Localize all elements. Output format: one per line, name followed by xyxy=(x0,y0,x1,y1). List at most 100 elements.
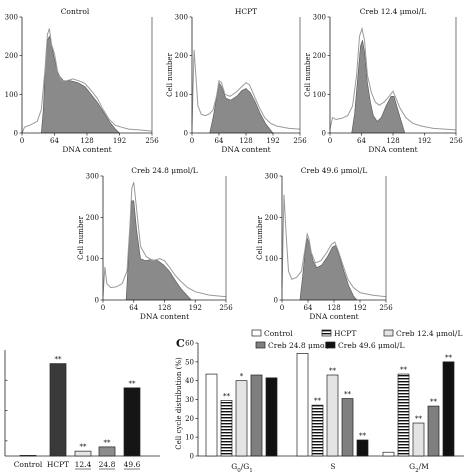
legend-swatch-2 xyxy=(321,329,332,337)
legend-label: Creb 24.8 μmol/L xyxy=(268,341,334,350)
panel-c-y-tick-label: 20 xyxy=(185,415,194,423)
panel-c-bar xyxy=(265,377,278,457)
histogram-y-label: Cell number xyxy=(256,215,264,259)
histogram-y-tick-label: 300 xyxy=(265,173,278,181)
histogram-x-tick-label: 64 xyxy=(50,137,59,145)
panel-b-bar-24-8 xyxy=(98,446,116,457)
histogram-y-tick-label: 200 xyxy=(265,214,278,222)
panel-c-group-label: S xyxy=(330,462,335,471)
histogram-panel-3: 0 64 128 192 256 0 100 200 300 Creb 12.4 μmol/L DN… xyxy=(304,7,463,154)
histogram-x-tick-label: 64 xyxy=(215,137,224,145)
panel-b-bar-12-4 xyxy=(74,450,92,457)
histogram-outline-4 xyxy=(102,182,227,298)
histogram-y-tick-label: 300 xyxy=(5,14,18,22)
histogram-x-tick-label: 192 xyxy=(266,137,279,145)
histogram-x-label: DNA content xyxy=(368,145,417,154)
panel-c-bar-annotation: ** xyxy=(223,392,231,400)
histogram-y-tick-label: 0 xyxy=(14,130,18,138)
histogram-panel-4: 0 64 128 192 256 0 100 200 300 Creb 24.8 μmol/L DN… xyxy=(77,166,233,321)
panel-c-bar-annotation: ** xyxy=(400,366,408,374)
histogram-x-tick-label: 64 xyxy=(357,137,366,145)
histogram-outline-3 xyxy=(329,26,457,131)
histogram-x-tick-label: 0 xyxy=(328,137,332,145)
histogram-fill-3 xyxy=(351,40,406,134)
panel-c-bar xyxy=(356,439,369,457)
panel-b-bar-annotation: ** xyxy=(55,356,63,364)
histogram-y-tick-label: 300 xyxy=(86,173,99,181)
histogram-y-tick-label: 200 xyxy=(86,214,99,222)
panel-c-bar-annotation: ** xyxy=(445,354,453,362)
histogram-x-tick-label: 256 xyxy=(145,137,159,145)
histogram-x-tick-label: 0 xyxy=(280,304,284,312)
histogram-x-label: DNA content xyxy=(221,145,270,154)
histogram-fill-4 xyxy=(125,200,192,301)
histogram-x-tick-label: 256 xyxy=(293,137,307,145)
panel-c-bar xyxy=(341,398,354,457)
panel-c-bar xyxy=(250,374,263,457)
legend-label: Control xyxy=(264,329,293,338)
histogram-panel-1: 0 64 128 192 256 0 100 200 300 Control DNA content xyxy=(5,7,160,154)
histogram-x-tick-label: 0 xyxy=(101,304,105,312)
panel-b-bar-annotation: ** xyxy=(80,443,88,451)
histogram-fill-1 xyxy=(41,35,121,134)
histogram-panel-2: 0 64 128 192 256 0 100 200 300 HCPT DNA content Cel… xyxy=(166,7,307,154)
histogram-x-tick-label: 128 xyxy=(158,304,171,312)
panel-b-category-label: Control xyxy=(14,460,43,469)
histogram-y-tick-label: 100 xyxy=(175,91,188,99)
panel-c-y-tick-label: 0 xyxy=(190,453,194,461)
histogram-x-tick-label: 64 xyxy=(304,304,313,312)
histogram-x-tick-label: 0 xyxy=(190,137,194,145)
panel-c-bar xyxy=(311,404,324,457)
histogram-title: HCPT xyxy=(235,7,257,16)
panel-b-bar-chart: Control ** HCPT ** 12.4 ** 24.8 ** 49.6 xyxy=(4,350,160,470)
histogram-x-tick-label: 192 xyxy=(113,137,126,145)
histogram-y-label: Cell number xyxy=(166,52,174,96)
histogram-panel-5: 0 64 128 192 256 0 100 200 300 Creb 49.6 μmol/L DN… xyxy=(256,166,393,321)
histogram-outline-1 xyxy=(21,28,153,134)
legend-label: Creb 49.6 μmol/L xyxy=(338,341,404,350)
histogram-y-tick-label: 100 xyxy=(86,255,99,263)
histogram-y-tick-label: 0 xyxy=(184,130,188,138)
panel-c-y-tick-label: 10 xyxy=(185,434,194,442)
legend-label: HCPT xyxy=(334,329,356,338)
panel-c-bar xyxy=(326,374,339,457)
legend-label: Creb 12.4 μmol/L xyxy=(396,329,462,338)
histogram-title: Creb 24.8 μmol/L xyxy=(131,166,197,175)
panel-c-bar-annotation: ** xyxy=(329,367,337,375)
histogram-x-tick-label: 0 xyxy=(20,137,24,145)
histogram-panels: 0 64 128 192 256 0 100 200 300 Control DNA content… xyxy=(5,7,464,321)
panel-b-category-label: 12.4 xyxy=(75,460,92,469)
histogram-x-label: DNA content xyxy=(62,145,111,154)
panel-c-y-tick-label: 50 xyxy=(185,358,194,366)
panel-c-bar-annotation: ** xyxy=(359,432,367,440)
histogram-x-tick-label: 128 xyxy=(239,137,252,145)
panel-c-bar xyxy=(220,400,233,457)
panel-b-bar-hcpt xyxy=(49,363,67,457)
panel-c-bar-annotation: * xyxy=(240,373,244,381)
histogram-y-label: Cell number xyxy=(77,215,85,259)
histogram-x-tick-label: 192 xyxy=(353,304,366,312)
panel-b-category-label: 49.6 xyxy=(124,460,141,469)
panel-c-bar xyxy=(397,373,410,457)
histogram-x-tick-label: 192 xyxy=(418,137,431,145)
panel-c-y-tick-label: 30 xyxy=(185,396,194,404)
panel-c-y-label: Cell cycle distribution (%) xyxy=(175,357,183,450)
histogram-x-tick-label: 192 xyxy=(189,304,202,312)
legend-swatch-5 xyxy=(325,341,336,349)
histogram-outline-2 xyxy=(191,49,301,130)
panel-c-y-tick-label: 60 xyxy=(185,340,194,348)
histogram-x-label: DNA content xyxy=(309,312,358,321)
histogram-fill-5 xyxy=(299,236,358,301)
histogram-y-tick-label: 200 xyxy=(313,52,326,60)
histogram-x-tick-label: 128 xyxy=(327,304,340,312)
panel-c-y-tick-label: 40 xyxy=(185,377,194,385)
panel-c-bar xyxy=(296,353,309,457)
legend-swatch-3 xyxy=(383,329,394,337)
legend-swatch-4 xyxy=(255,341,266,349)
panel-c-bar-chart: C Control HCPT Creb 12.4 μmol/L Creb 24.8 μ… xyxy=(175,329,464,474)
histogram-x-label: DNA content xyxy=(140,312,189,321)
histogram-y-tick-label: 300 xyxy=(175,14,188,22)
panel-b-category-label: HCPT xyxy=(47,460,69,469)
histogram-x-tick-label: 256 xyxy=(219,304,233,312)
